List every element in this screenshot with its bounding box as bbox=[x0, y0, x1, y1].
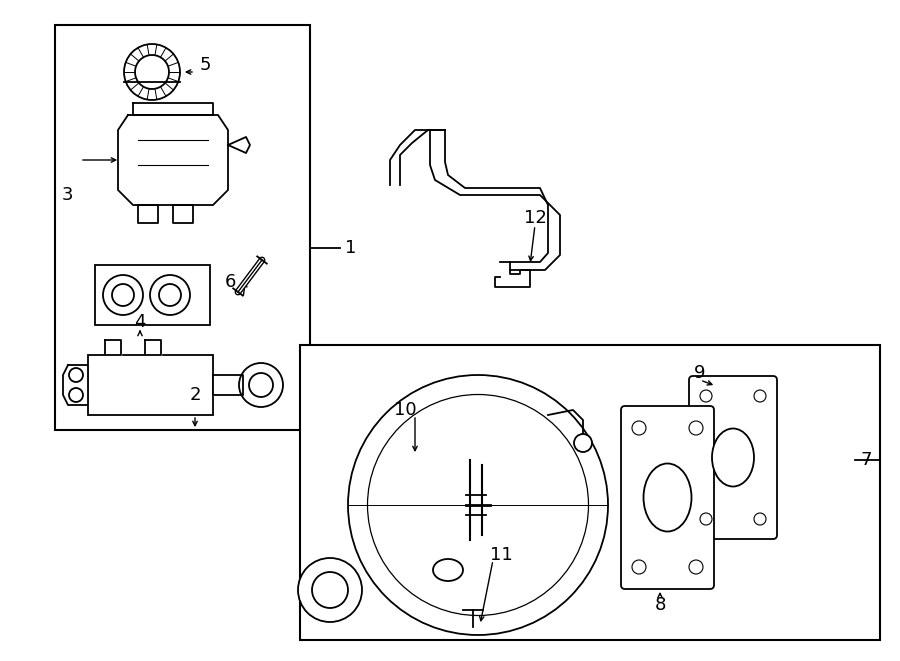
Bar bbox=[55, 25, 310, 430]
Circle shape bbox=[754, 513, 766, 525]
Polygon shape bbox=[145, 340, 161, 355]
Text: 9: 9 bbox=[694, 364, 706, 382]
Ellipse shape bbox=[433, 559, 463, 581]
Polygon shape bbox=[118, 115, 228, 205]
Polygon shape bbox=[173, 205, 193, 223]
Text: 7: 7 bbox=[860, 451, 871, 469]
Circle shape bbox=[574, 434, 592, 452]
Circle shape bbox=[135, 55, 169, 89]
Polygon shape bbox=[138, 205, 158, 223]
Bar bbox=[95, 265, 210, 325]
Circle shape bbox=[112, 284, 134, 306]
Circle shape bbox=[367, 395, 589, 615]
Polygon shape bbox=[63, 365, 88, 405]
Circle shape bbox=[700, 390, 712, 402]
Ellipse shape bbox=[644, 463, 691, 531]
Circle shape bbox=[103, 275, 143, 315]
Circle shape bbox=[700, 513, 712, 525]
Circle shape bbox=[298, 558, 362, 622]
Text: 8: 8 bbox=[654, 596, 666, 614]
Circle shape bbox=[239, 363, 283, 407]
Text: 1: 1 bbox=[345, 239, 356, 257]
Circle shape bbox=[150, 275, 190, 315]
Text: 4: 4 bbox=[134, 313, 146, 331]
Circle shape bbox=[69, 388, 83, 402]
Circle shape bbox=[69, 368, 83, 382]
Polygon shape bbox=[213, 375, 243, 395]
Text: 2: 2 bbox=[189, 386, 201, 404]
FancyBboxPatch shape bbox=[621, 406, 714, 589]
Circle shape bbox=[689, 421, 703, 435]
Bar bbox=[300, 345, 880, 640]
Circle shape bbox=[348, 375, 608, 635]
Circle shape bbox=[312, 572, 348, 608]
Text: 6: 6 bbox=[224, 273, 236, 291]
Text: 10: 10 bbox=[393, 401, 417, 419]
Text: 12: 12 bbox=[524, 209, 546, 227]
Circle shape bbox=[159, 284, 181, 306]
Text: 11: 11 bbox=[490, 546, 513, 564]
Circle shape bbox=[632, 560, 646, 574]
Bar bbox=[88, 355, 213, 415]
Circle shape bbox=[689, 560, 703, 574]
Polygon shape bbox=[133, 103, 213, 115]
Circle shape bbox=[632, 421, 646, 435]
Circle shape bbox=[124, 44, 180, 100]
Polygon shape bbox=[228, 137, 250, 153]
Circle shape bbox=[754, 390, 766, 402]
Polygon shape bbox=[105, 340, 121, 355]
Text: 3: 3 bbox=[62, 186, 74, 204]
Text: 5: 5 bbox=[200, 56, 212, 74]
FancyBboxPatch shape bbox=[689, 376, 777, 539]
Circle shape bbox=[249, 373, 273, 397]
Ellipse shape bbox=[712, 428, 754, 486]
